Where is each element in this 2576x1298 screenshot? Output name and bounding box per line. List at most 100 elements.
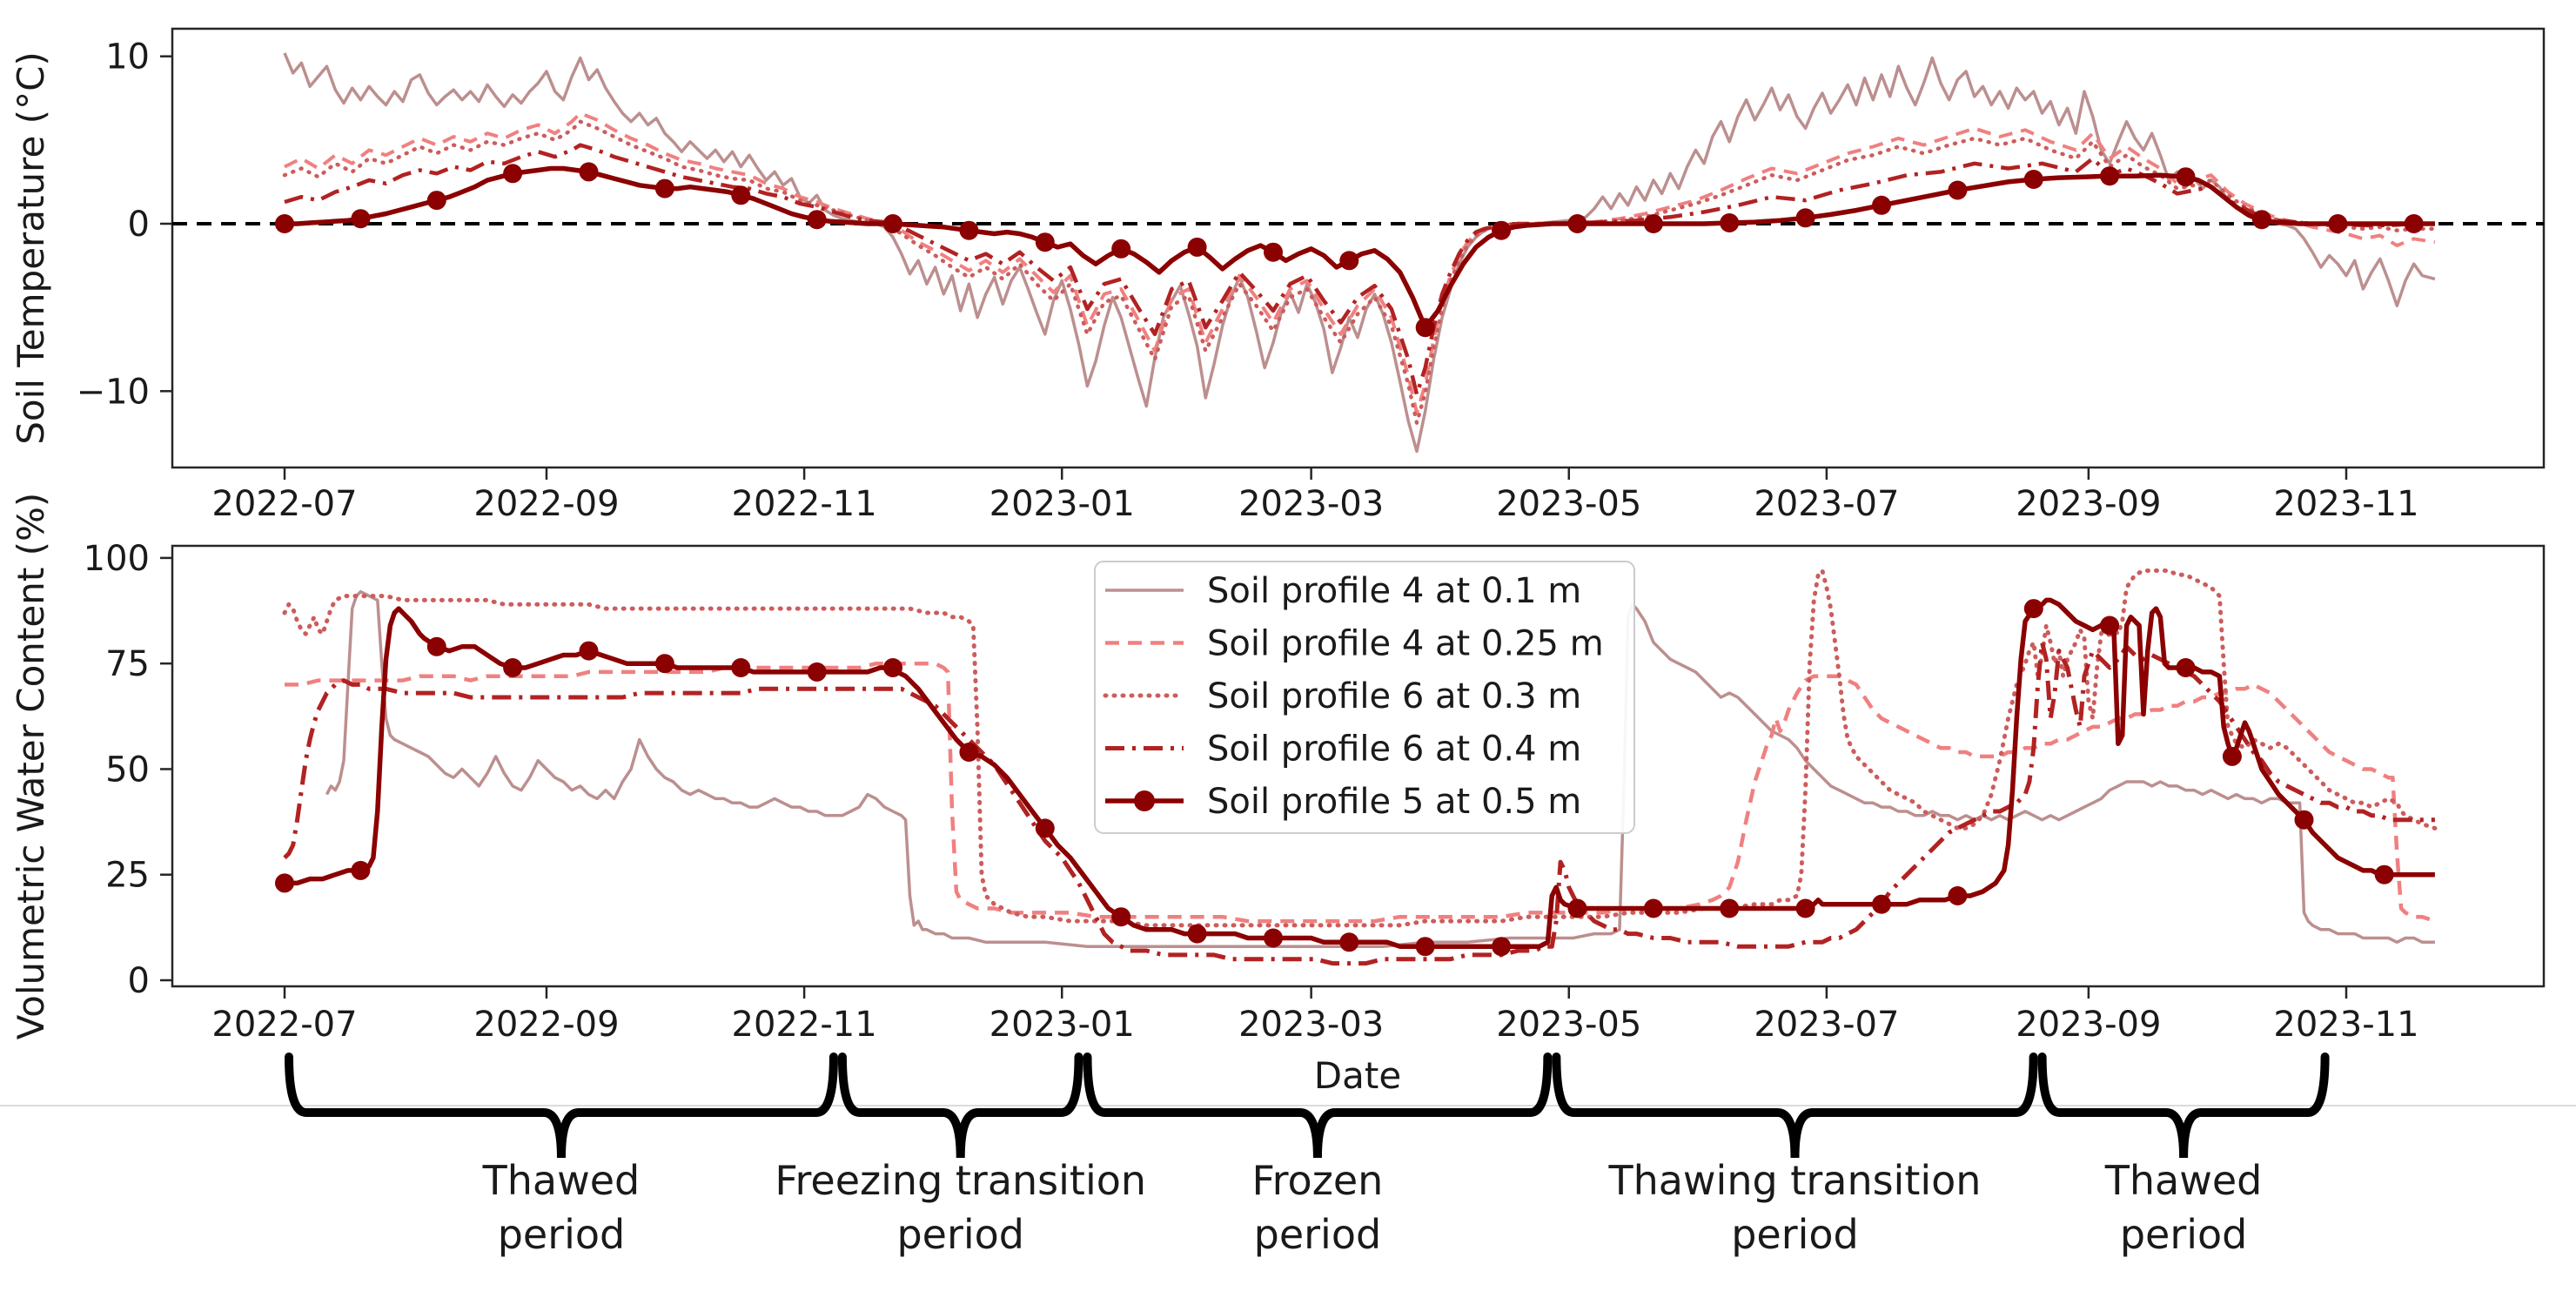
plot-frame-bottom: [171, 544, 2546, 988]
series-marker: [1795, 898, 1815, 918]
series-marker: [426, 191, 446, 211]
series-marker: [1643, 214, 1663, 233]
series-marker: [2294, 810, 2314, 830]
legend-marker-sample: [1134, 790, 1155, 811]
legend-item-label: Soil profile 6 at 0.4 m: [1207, 730, 1581, 770]
series-marker: [1567, 898, 1587, 918]
series-marker: [1720, 213, 1740, 232]
series-marker: [1339, 251, 1359, 271]
x-tick-label: 2022-09: [473, 1005, 619, 1045]
y-tick-label: 0: [128, 961, 150, 1001]
legend: Soil profile 4 at 0.1 m Soil profile 4 at…: [1094, 561, 1635, 834]
series-marker: [807, 210, 827, 230]
legend-box: [1094, 561, 1635, 834]
series-marker: [503, 164, 523, 184]
x-tick-label: 2023-01: [989, 484, 1135, 524]
series-marker: [2222, 746, 2242, 766]
period-brace: [285, 1053, 838, 1159]
legend-item-label: Soil profile 6 at 0.3 m: [1207, 676, 1581, 716]
period-label: Thawed period: [2104, 1157, 2263, 1258]
y-axis-label-temperature: Soil Temperature (°C): [10, 51, 52, 445]
series-line-soil-profile-6-at-0-4-m: [284, 143, 2435, 397]
y-tick-label: 75: [105, 644, 150, 684]
period-label: Thawed period: [482, 1157, 641, 1258]
y-tick-label: 50: [105, 750, 150, 790]
series-marker: [1872, 894, 1891, 914]
series-marker: [351, 860, 371, 880]
x-tick-label: 2023-01: [989, 1005, 1135, 1045]
y-tick-label: 25: [105, 856, 150, 896]
series-marker: [275, 873, 294, 893]
series-marker: [1339, 932, 1359, 952]
x-tick-label: 2022-07: [211, 484, 357, 524]
y-axis-label-water-content: Volumetric Water Content (%): [10, 493, 52, 1040]
period-label: Thawing transition period: [1607, 1157, 1981, 1258]
series-line-soil-profile-6-at-0-3-m: [282, 119, 2438, 426]
y-tick-label: 0: [128, 205, 150, 245]
series-marker: [275, 214, 294, 233]
x-tick-label: 2022-09: [473, 484, 619, 524]
series-marker: [1492, 220, 1512, 240]
series-marker: [2176, 658, 2196, 677]
series-marker: [1492, 937, 1512, 957]
period-annotations: Thawed period Freezing transition period Fro…: [0, 1053, 2576, 1258]
series-marker: [2374, 864, 2394, 884]
x-tick-label: 2022-11: [732, 1005, 877, 1045]
series-marker: [1264, 928, 1283, 948]
series-marker: [959, 220, 979, 240]
x-tick-label: 2023-05: [1496, 1005, 1641, 1045]
period-label: Freezing transition period: [775, 1157, 1146, 1258]
x-tick-label: 2023-03: [1238, 484, 1384, 524]
period-label: Frozen period: [1252, 1157, 1384, 1258]
series-marker: [1111, 239, 1131, 259]
x-tick-label: 2023-11: [2273, 484, 2418, 524]
y-tick-label: −10: [77, 372, 150, 412]
series-marker: [1720, 898, 1740, 918]
x-tick-label: 2023-07: [1754, 1005, 1899, 1045]
series-line-soil-profile-5-at-0-5-m: [285, 597, 2435, 949]
series-marker: [807, 662, 827, 682]
y-tick-label: 10: [105, 37, 150, 77]
series-marker: [579, 641, 599, 661]
series-marker: [1415, 318, 1435, 338]
series-marker: [959, 743, 979, 762]
period-brace: [2037, 1053, 2330, 1159]
axes-layer: 2022-07 2022-09 2022-11 2023-01 2023-03 2023-…: [77, 27, 2546, 1045]
series-marker: [579, 162, 599, 182]
series-marker: [1948, 180, 1968, 200]
series-line-soil-profile-6-at-0-3-m: [282, 568, 2438, 928]
series-marker: [1567, 214, 1587, 233]
series-marker: [1035, 818, 1055, 838]
series-marker: [2100, 166, 2120, 186]
series-marker: [2100, 615, 2120, 636]
x-tick-label: 2023-07: [1754, 484, 1899, 524]
series-line-soil-profile-4-at-0-25-m: [285, 661, 2436, 924]
series-marker: [1415, 937, 1435, 957]
x-tick-label: 2022-07: [211, 1005, 357, 1045]
series-marker: [1948, 886, 1968, 905]
series-marker: [1187, 924, 1207, 944]
series-marker: [883, 658, 902, 677]
period-brace: [1083, 1053, 1553, 1159]
x-tick-label: 2023-11: [2273, 1005, 2418, 1045]
series-marker: [1111, 907, 1131, 927]
x-tick-label: 2022-11: [732, 484, 877, 524]
series-marker: [731, 185, 751, 205]
series-marker: [1187, 237, 1207, 257]
series-marker: [503, 658, 523, 677]
legend-item-label: Soil profile 4 at 0.1 m: [1207, 571, 1581, 611]
series-marker: [1035, 232, 1055, 252]
x-tick-label: 2023-09: [2016, 484, 2161, 524]
series-line-soil-profile-4-at-0-25-m: [284, 111, 2436, 415]
series-marker: [2251, 210, 2271, 230]
series-marker: [2328, 214, 2348, 233]
series-marker: [883, 214, 902, 233]
x-axis-label-date: Date: [1314, 1054, 1401, 1097]
y-tick-label: 100: [84, 539, 150, 579]
series-marker: [731, 658, 751, 677]
period-brace: [1552, 1053, 2038, 1159]
x-tick-label: 2023-03: [1238, 1005, 1384, 1045]
series-marker: [1872, 195, 1891, 215]
period-brace: [837, 1053, 1083, 1159]
